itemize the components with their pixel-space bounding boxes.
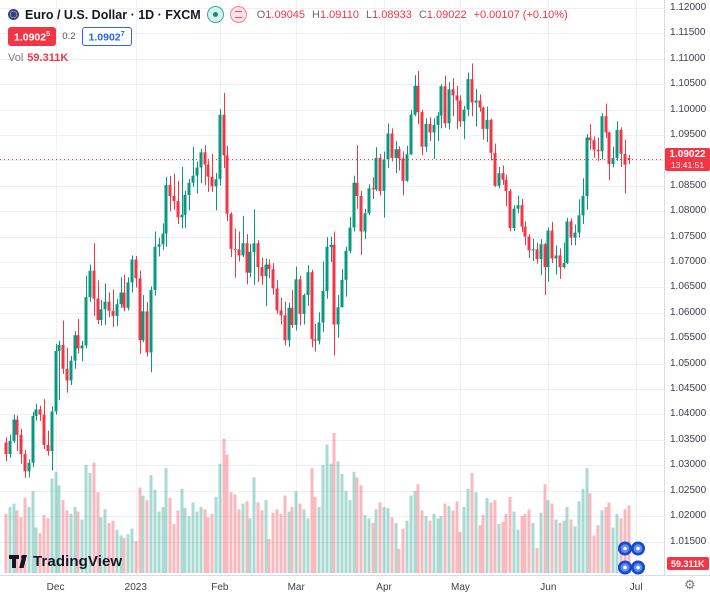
- y-axis-tick-label: 1.11500: [670, 27, 706, 39]
- x-axis-tick-label: Dec: [46, 582, 65, 593]
- symbol-logo-icon: [8, 9, 19, 20]
- y-axis-tick-label: 1.02500: [670, 484, 707, 496]
- y-axis-tick-label: 1.05500: [670, 332, 707, 344]
- y-axis-tick-label: 1.06500: [670, 281, 707, 293]
- x-axis-tick-label: Apr: [376, 582, 392, 593]
- y-axis-tick-label: 1.10500: [670, 78, 707, 90]
- last-price-value: 1.09022: [669, 149, 706, 161]
- bullseye-icon[interactable]: [617, 559, 647, 576]
- gear-icon[interactable]: ⚙: [684, 577, 696, 592]
- menu-icon[interactable]: [229, 6, 247, 23]
- symbol-title[interactable]: Euro / U.S. Dollar · 1D · FXCM: [25, 7, 201, 22]
- y-axis-tick-label: 1.01500: [670, 535, 707, 547]
- y-axis-tick-label: 1.03000: [670, 459, 707, 471]
- y-axis-tick-label: 1.08000: [670, 205, 707, 217]
- volume-readout: Vol 59.311K: [8, 52, 68, 64]
- x-axis-tick-label: Jul: [629, 582, 643, 593]
- time-axis[interactable]: Dec 2023 Feb Mar Apr May Jun Jul: [0, 575, 710, 601]
- spread-value: 0.2: [62, 30, 76, 42]
- y-axis-tick-label: 1.10000: [670, 103, 707, 115]
- close-label: C: [418, 8, 427, 21]
- y-axis-tick-label: 1.07500: [670, 230, 707, 242]
- ohlc-readout: O1.09045 H1.09110 L1.08933 C1.09022 +0.0…: [257, 9, 568, 21]
- change-value: +0.00107 (+0.10%): [473, 8, 568, 21]
- price-axis[interactable]: 1.12000 1.11500 1.11000 1.10500 1.10000 1.095…: [664, 0, 710, 575]
- tradingview-logo-icon: [9, 554, 27, 568]
- buy-button[interactable]: 1.09027: [81, 27, 132, 46]
- y-axis-tick-label: 1.12000: [670, 2, 707, 13]
- low-value: 1.08933: [372, 8, 412, 21]
- close-value: 1.09022: [426, 8, 467, 21]
- x-axis-tick-label: May: [451, 582, 470, 593]
- sell-button[interactable]: 1.09025: [8, 27, 57, 46]
- y-axis-tick-label: 1.08500: [670, 179, 707, 191]
- eye-icon[interactable]: [206, 6, 224, 23]
- tradingview-logo-text: TradingView: [33, 552, 123, 570]
- y-axis-tick-label: 1.07000: [670, 256, 707, 268]
- x-axis-tick-label: Mar: [287, 582, 305, 593]
- symbol-legend: Euro / U.S. Dollar · 1D · FXCM O1.09045 …: [8, 6, 568, 23]
- x-axis-tick-label: Jun: [540, 582, 557, 593]
- y-axis-tick-label: 1.03500: [670, 433, 707, 445]
- y-axis-tick-label: 1.06000: [670, 306, 707, 318]
- y-axis-tick-label: 1.11000: [670, 52, 706, 64]
- low-label: L: [365, 8, 373, 21]
- x-axis-tick-label: Feb: [211, 582, 229, 593]
- volume-value: 59.311K: [27, 52, 69, 64]
- y-axis-tick-label: 1.05000: [670, 357, 707, 369]
- high-label: H: [312, 8, 320, 21]
- volume-label: Vol: [8, 52, 24, 64]
- open-value: 1.09045: [265, 8, 306, 21]
- x-axis-tick-label: 2023: [124, 582, 147, 593]
- open-label: O: [256, 8, 266, 21]
- y-axis-tick-label: 1.09500: [670, 129, 707, 141]
- y-axis-tick-label: 1.04000: [670, 408, 707, 420]
- bar-countdown: 13:41:51: [670, 160, 705, 171]
- high-value: 1.09110: [320, 8, 359, 21]
- quote-row: 1.09025 0.2 1.09027: [8, 27, 132, 46]
- floating-buttons: [617, 540, 647, 576]
- volume-axis-label: 59.311K: [667, 557, 709, 570]
- tradingview-logo[interactable]: TradingView: [8, 551, 122, 571]
- bullseye-icon[interactable]: [617, 540, 647, 557]
- y-axis-tick-label: 1.04500: [670, 383, 707, 395]
- last-price-label[interactable]: 1.09022 13:41:51: [665, 148, 710, 172]
- y-axis-tick-label: 1.02000: [670, 510, 707, 522]
